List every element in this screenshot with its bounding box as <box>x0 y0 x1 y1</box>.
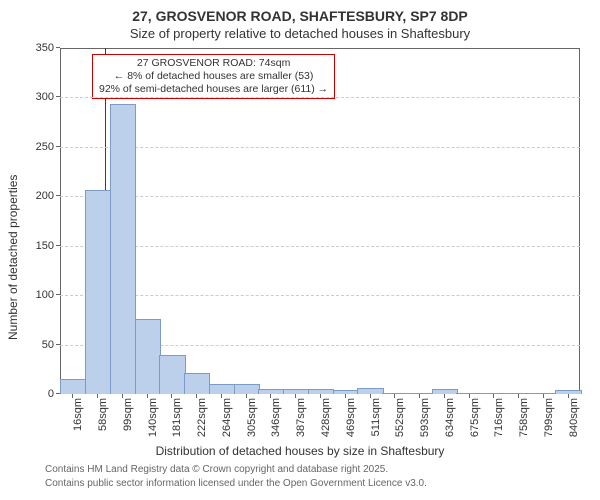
gridline <box>60 97 580 98</box>
plot-area: 27 GROSVENOR ROAD: 74sqm ← 8% of detache… <box>60 48 580 394</box>
histogram-bar <box>184 373 210 394</box>
x-tick-mark <box>246 394 247 398</box>
x-tick-mark <box>97 394 98 398</box>
x-tick-mark <box>493 394 494 398</box>
y-tick-mark <box>56 245 60 246</box>
histogram-bar <box>135 319 161 394</box>
x-tick-label: 799sqm <box>543 398 555 437</box>
annotation-line-2: ← 8% of detached houses are smaller (53) <box>99 70 328 83</box>
gridline <box>60 196 580 197</box>
y-axis-label: Number of detached properties <box>6 175 20 340</box>
histogram-bar <box>456 393 482 394</box>
y-tick-label: 0 <box>48 388 54 400</box>
x-tick-label: 716sqm <box>493 398 505 437</box>
histogram-bar <box>531 393 557 394</box>
x-tick-mark <box>370 394 371 398</box>
chart-title: 27, GROSVENOR ROAD, SHAFTESBURY, SP7 8DP <box>0 8 600 24</box>
x-tick-mark <box>147 394 148 398</box>
x-tick-mark <box>345 394 346 398</box>
axis-right <box>579 48 580 394</box>
x-tick-label: 675sqm <box>469 398 481 437</box>
x-tick-label: 593sqm <box>419 398 431 437</box>
x-tick-mark <box>419 394 420 398</box>
x-tick-label: 140sqm <box>147 398 159 437</box>
axis-top <box>60 48 580 49</box>
x-tick-label: 511sqm <box>370 398 382 436</box>
x-tick-mark <box>171 394 172 398</box>
histogram-bar <box>60 379 86 394</box>
x-tick-mark <box>469 394 470 398</box>
x-axis-label: Distribution of detached houses by size … <box>0 444 600 458</box>
x-tick-label: 634sqm <box>444 398 456 437</box>
footer-line-1: Contains HM Land Registry data © Crown c… <box>45 464 388 475</box>
y-tick-label: 200 <box>36 190 54 202</box>
gridline <box>60 295 580 296</box>
annotation-line-3: 92% of semi-detached houses are larger (… <box>99 83 328 96</box>
y-tick-label: 100 <box>36 289 54 301</box>
histogram-bar <box>85 190 111 394</box>
x-tick-label: 264sqm <box>221 398 233 437</box>
x-tick-mark <box>122 394 123 398</box>
y-tick-mark <box>56 47 60 48</box>
y-tick-label: 50 <box>42 339 54 351</box>
x-tick-label: 346sqm <box>270 398 282 437</box>
x-tick-label: 305sqm <box>246 398 258 437</box>
x-tick-label: 469sqm <box>345 398 357 437</box>
chart-subtitle: Size of property relative to detached ho… <box>0 26 600 41</box>
x-tick-label: 58sqm <box>97 398 109 431</box>
x-tick-label: 840sqm <box>568 398 580 437</box>
histogram-bar <box>555 390 581 394</box>
y-tick-mark <box>56 294 60 295</box>
x-tick-mark <box>295 394 296 398</box>
x-tick-label: 428sqm <box>320 398 332 437</box>
x-tick-label: 222sqm <box>196 398 208 437</box>
x-tick-mark <box>196 394 197 398</box>
x-tick-mark <box>444 394 445 398</box>
y-tick-mark <box>56 96 60 97</box>
x-tick-label: 99sqm <box>122 398 134 431</box>
histogram-bar <box>110 104 136 394</box>
x-tick-mark <box>270 394 271 398</box>
y-tick-label: 350 <box>36 42 54 54</box>
histogram-bar <box>209 384 235 394</box>
x-tick-mark <box>568 394 569 398</box>
y-tick-mark <box>56 344 60 345</box>
x-tick-label: 758sqm <box>518 398 530 437</box>
annotation-box: 27 GROSVENOR ROAD: 74sqm ← 8% of detache… <box>92 54 335 99</box>
x-tick-mark <box>320 394 321 398</box>
x-tick-mark <box>543 394 544 398</box>
y-tick-mark <box>56 146 60 147</box>
y-tick-label: 150 <box>36 240 54 252</box>
x-tick-mark <box>518 394 519 398</box>
x-tick-mark <box>72 394 73 398</box>
footer-line-2: Contains public sector information licen… <box>45 478 427 489</box>
y-tick-mark <box>56 195 60 196</box>
x-tick-label: 387sqm <box>295 398 307 437</box>
y-tick-label: 250 <box>36 141 54 153</box>
x-tick-label: 16sqm <box>72 398 84 431</box>
x-tick-mark <box>221 394 222 398</box>
gridline <box>60 147 580 148</box>
x-tick-label: 552sqm <box>394 398 406 437</box>
y-axis <box>60 48 61 394</box>
histogram-bar <box>234 384 260 394</box>
histogram-bar <box>159 355 185 394</box>
y-tick-label: 300 <box>36 91 54 103</box>
histogram-bar <box>333 390 359 394</box>
x-tick-mark <box>394 394 395 398</box>
x-tick-label: 181sqm <box>171 398 183 437</box>
histogram-bar <box>432 389 458 394</box>
gridline <box>60 246 580 247</box>
annotation-line-1: 27 GROSVENOR ROAD: 74sqm <box>99 57 328 70</box>
